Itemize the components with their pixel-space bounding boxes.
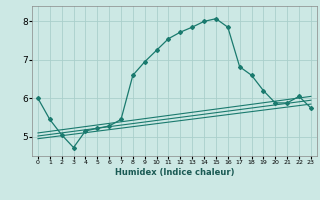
X-axis label: Humidex (Indice chaleur): Humidex (Indice chaleur) <box>115 168 234 177</box>
